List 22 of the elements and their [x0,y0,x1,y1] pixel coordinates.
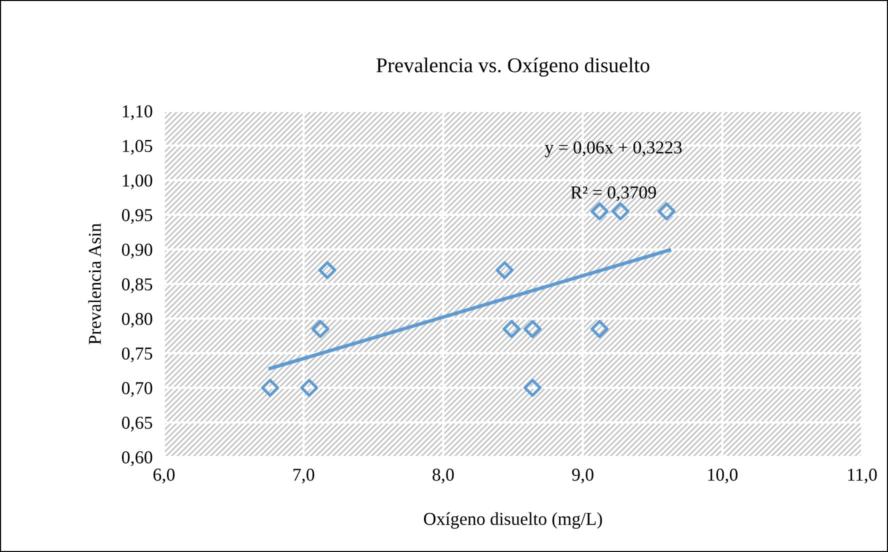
y-tick-label: 0,60 [122,451,152,466]
y-tick-label: 0,65 [122,416,152,432]
y-tick-label: 1,00 [122,174,152,190]
x-tick-label: 6,0 [153,468,175,484]
y-axis-title: Prevalencia Asin [88,223,101,344]
y-tick-label: 1,10 [122,105,152,120]
chart-title: Prevalencia vs. Oxígeno disuelto [376,58,650,77]
x-tick-label: 9,0 [572,468,594,484]
y-tick-label: 0,75 [122,347,152,362]
y-tick-label: 0,80 [122,312,152,328]
x-tick-label: 11,0 [848,468,877,484]
x-axis-title: Oxígeno disuelto (mg/L) [424,512,602,529]
y-tick-label: 0,95 [122,209,152,224]
y-tick-label: 0,85 [122,278,152,294]
annotation: y = 0,06x + 0,3223 [544,141,682,158]
x-tick-label: 8,0 [432,468,454,484]
x-tick-label: 7,0 [294,468,314,484]
y-tick-label: 1,05 [122,140,152,155]
x-tick-label: 10,0 [708,468,738,484]
y-tick-label: 0,90 [122,244,152,258]
annotation: R² = 0,3709 [570,186,656,202]
y-tick-label: 0,70 [122,382,152,397]
